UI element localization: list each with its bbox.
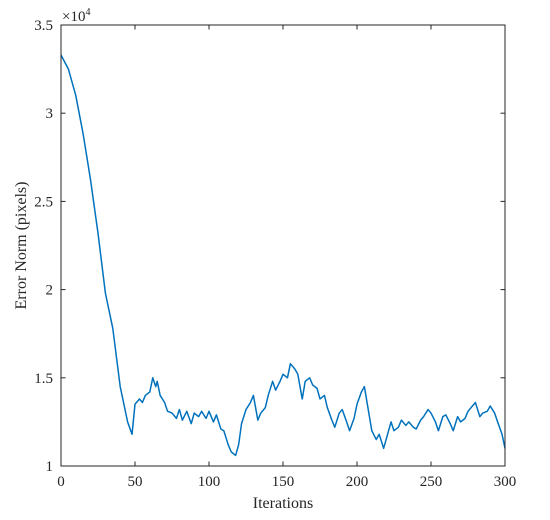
y-tick-label: 1 (46, 459, 54, 475)
x-tick-label: 300 (494, 474, 517, 490)
x-axis-title: Iterations (253, 495, 313, 512)
y-multiplier-base: ×10 (62, 9, 85, 25)
x-tick-label: 50 (128, 474, 143, 490)
x-tick-label: 150 (272, 474, 295, 490)
y-axis-title: Error Norm (pixels) (13, 182, 30, 310)
x-tick-label: 0 (57, 474, 65, 490)
x-tick-label: 100 (198, 474, 221, 490)
y-tick-label: 3.5 (34, 18, 53, 34)
y-tick-label: 2.5 (34, 194, 53, 210)
y-tick-label: 3 (46, 106, 54, 122)
y-tick-label: 1.5 (34, 371, 53, 387)
y-multiplier-label: ×104 (62, 7, 90, 25)
x-tick-label: 250 (420, 474, 443, 490)
error-norm-series-line (60, 54, 506, 457)
y-multiplier-exponent: 4 (85, 7, 90, 18)
series-layer (60, 54, 506, 457)
plot-area (61, 25, 505, 466)
x-tick-label: 200 (346, 474, 369, 490)
y-tick-label: 2 (46, 283, 54, 299)
tick-layer: 0 50 100 150 200 250 300 1 1.5 2 2.5 3 3.5 (34, 18, 516, 490)
